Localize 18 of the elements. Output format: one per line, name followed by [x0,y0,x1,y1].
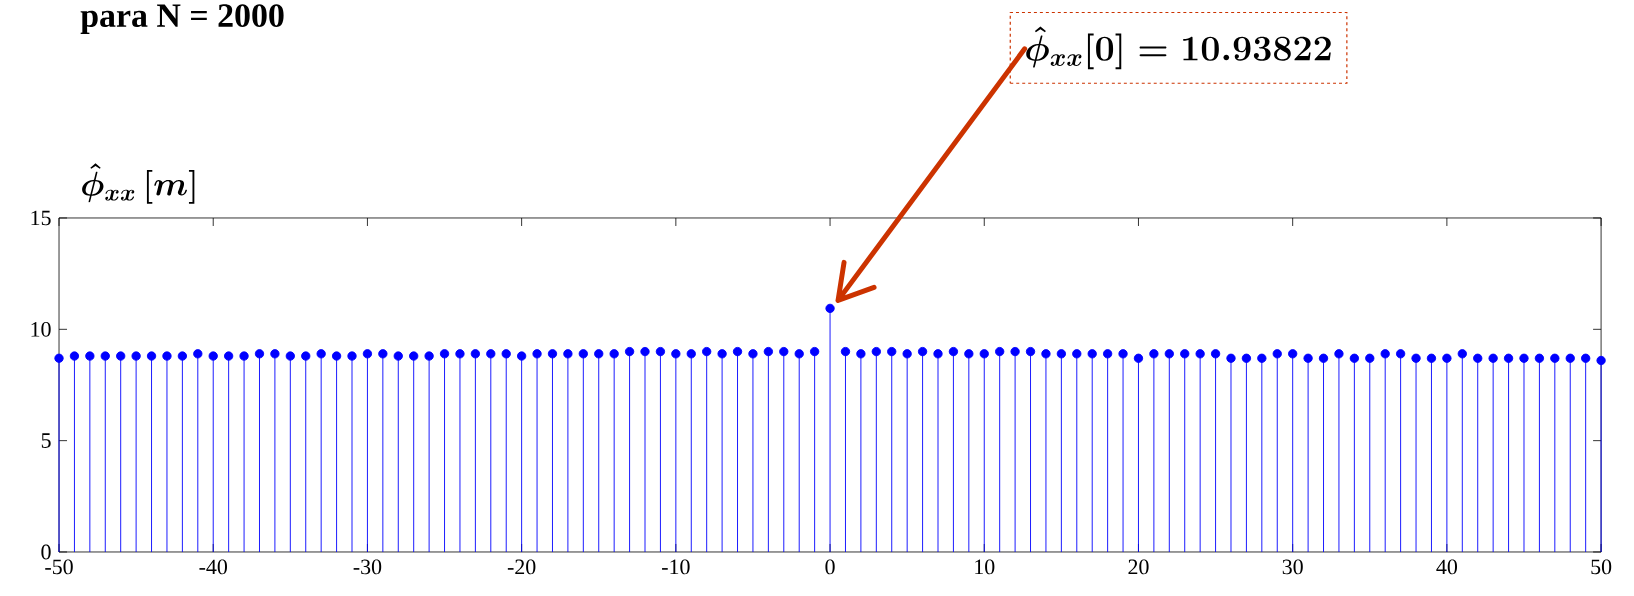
x-tick-label: -10 [662,559,690,575]
x-tick-label: -30 [353,559,382,575]
y-tick-label: 0 [41,544,51,560]
y-axis-title: $\hat{\phi}_{xx}\,[m]$ [82,163,195,204]
x-tick-label: 30 [1282,559,1303,575]
text: $\hat{\phi}_{xx}[0] = 10.93822$ [1026,26,1331,70]
chart-title: para N = 2000 [80,4,284,34]
x-tick-label: 40 [1436,559,1458,575]
x-tick-label: -40 [199,559,227,575]
x-tick-label: -20 [507,559,536,575]
y-tick-label: 15 [31,210,51,226]
x-tick-label: 50 [1591,559,1612,575]
x-tick-label: 20 [1128,559,1149,575]
x-tick-label: -50 [45,559,73,575]
x-tick-label: 0 [825,559,835,575]
y-tick-label: 5 [41,433,51,448]
x-tick-label: 10 [975,559,995,575]
y-tick-label: 10 [31,321,51,337]
